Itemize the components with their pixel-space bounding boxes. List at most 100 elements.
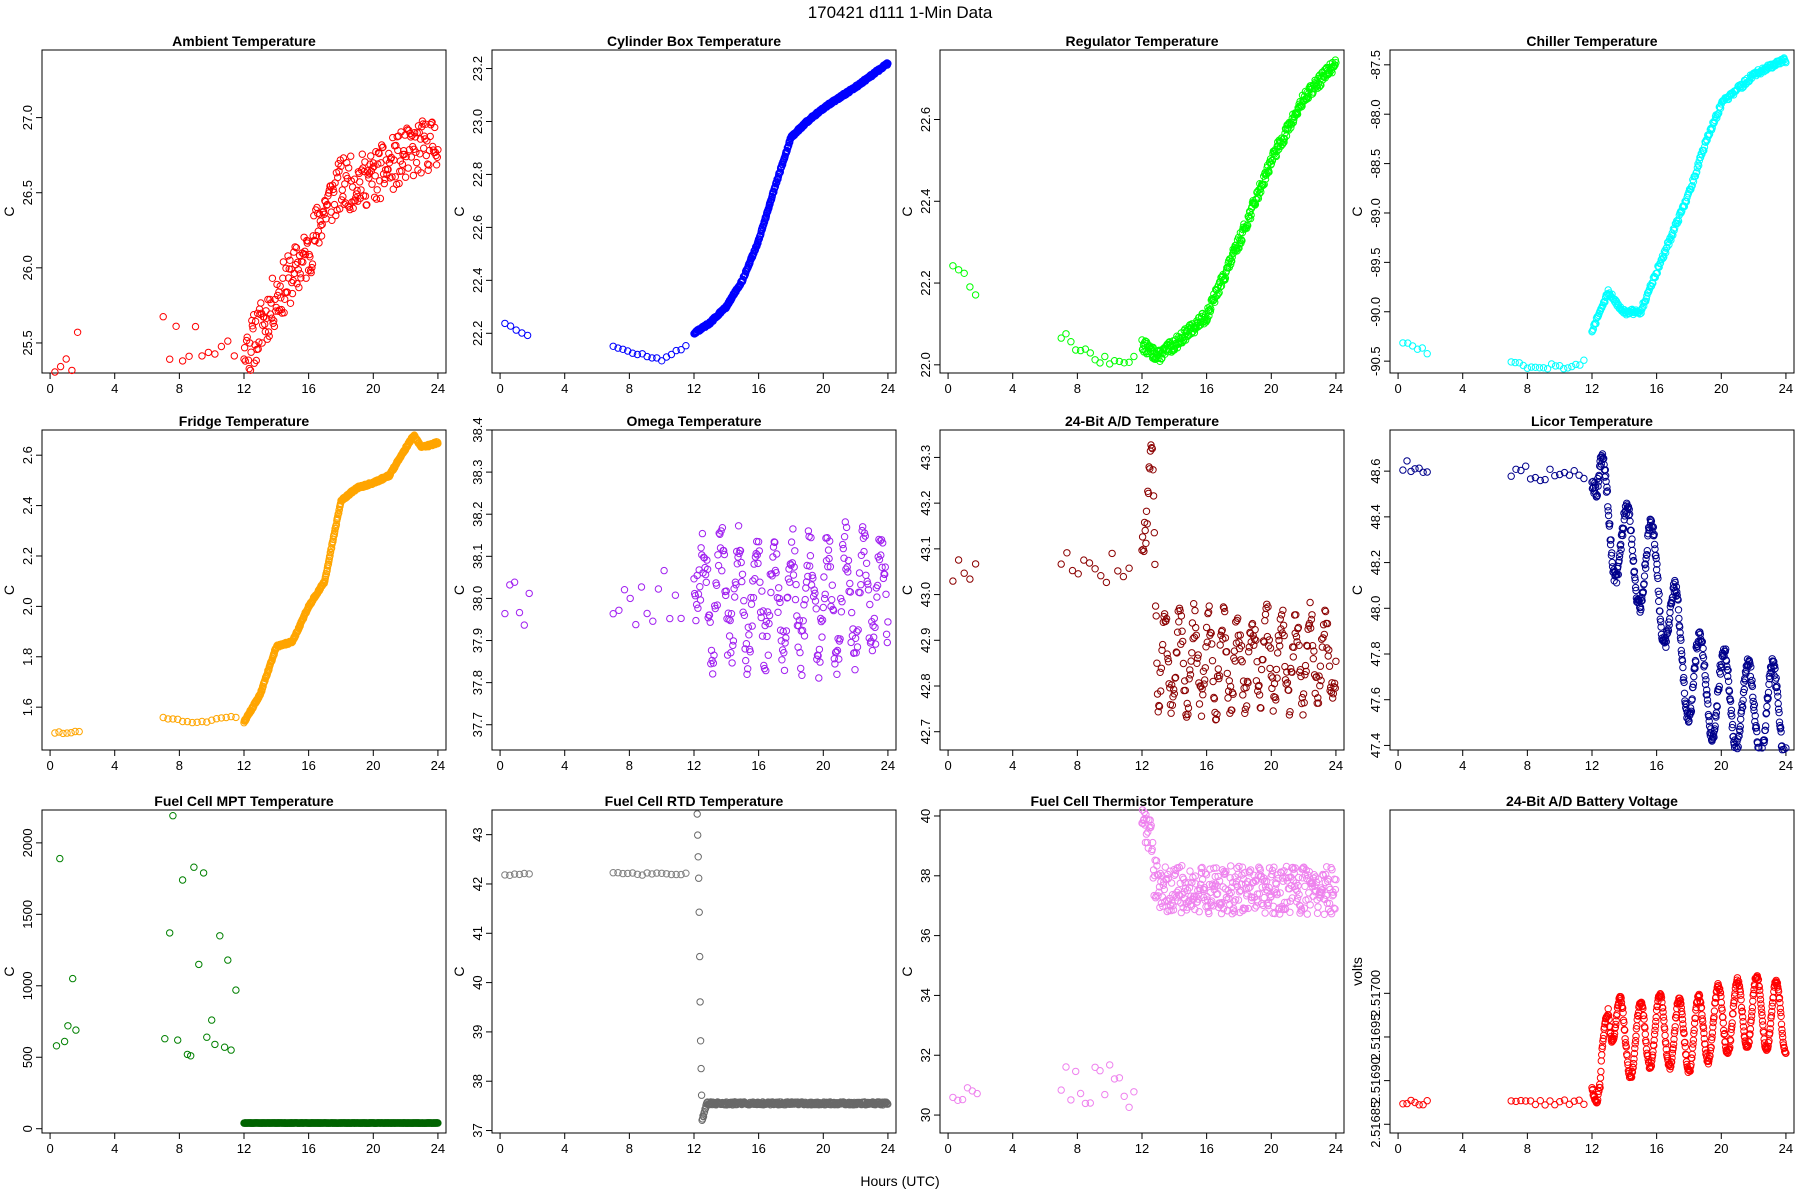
data-point xyxy=(790,563,798,571)
plot-frame xyxy=(939,809,1345,1134)
data-point xyxy=(323,201,331,209)
data-point xyxy=(307,268,315,277)
data-point xyxy=(800,632,809,640)
data-point xyxy=(284,252,292,260)
data-point xyxy=(839,540,847,549)
x-tick-label: 12 xyxy=(1135,758,1149,773)
data-point xyxy=(222,713,230,722)
data-point xyxy=(416,150,424,158)
data-point xyxy=(695,908,703,916)
data-point xyxy=(954,266,963,274)
data-point xyxy=(1062,330,1070,338)
data-point xyxy=(971,560,980,568)
data-point xyxy=(859,523,867,531)
data-point xyxy=(748,622,756,630)
x-tick-label: 20 xyxy=(366,381,380,396)
data-point xyxy=(1211,298,1219,306)
y-tick-label: 32 xyxy=(918,1048,933,1062)
data-point xyxy=(288,289,297,298)
x-tick-label: 8 xyxy=(1074,1141,1081,1156)
x-tick-label: 20 xyxy=(1264,381,1278,396)
data-point xyxy=(609,342,617,350)
data-point xyxy=(862,571,870,579)
data-point xyxy=(204,348,213,357)
data-point xyxy=(702,578,710,586)
data-point xyxy=(1085,559,1094,567)
data-point xyxy=(784,593,792,601)
data-point xyxy=(293,280,301,288)
x-tick-label: 24 xyxy=(881,381,895,396)
data-point xyxy=(1097,572,1105,580)
data-point xyxy=(335,167,343,175)
data-point xyxy=(738,577,746,586)
data-point xyxy=(288,278,296,287)
data-point xyxy=(1239,691,1247,699)
data-point xyxy=(848,608,856,617)
data-point xyxy=(419,120,427,128)
data-point xyxy=(387,153,396,162)
data-point xyxy=(426,132,434,141)
y-tick-label: 25.5 xyxy=(20,330,35,355)
x-tick-label: 20 xyxy=(1714,381,1728,396)
data-point xyxy=(846,579,854,588)
data-point xyxy=(1091,565,1099,573)
data-point xyxy=(710,651,718,659)
x-tick-label: 20 xyxy=(816,381,830,396)
data-point xyxy=(1418,344,1427,352)
x-tick-label: 0 xyxy=(496,758,503,773)
data-point xyxy=(973,1089,981,1098)
y-tick-label: 22.8 xyxy=(470,162,485,187)
x-tick-label: 4 xyxy=(111,381,118,396)
data-point xyxy=(1592,320,1600,328)
data-point xyxy=(749,594,758,602)
x-tick-label: 0 xyxy=(46,758,53,773)
data-point xyxy=(873,581,882,590)
data-point xyxy=(224,956,232,964)
data-point xyxy=(286,299,295,307)
x-tick-label: 12 xyxy=(237,1141,251,1156)
data-point xyxy=(789,525,797,533)
data-point xyxy=(324,560,333,568)
data-point xyxy=(292,244,301,252)
y-tick-label: 26.5 xyxy=(20,180,35,205)
data-point xyxy=(1072,1067,1080,1076)
data-point xyxy=(824,563,832,571)
data-point xyxy=(1214,290,1222,298)
data-point xyxy=(1679,663,1687,672)
data-point xyxy=(188,718,197,727)
y-tick-label: -88.0 xyxy=(1368,99,1383,129)
data-point xyxy=(1223,669,1232,678)
y-tick-label: 41 xyxy=(470,926,485,940)
y-tick-label: 2.2 xyxy=(20,547,35,565)
data-point xyxy=(365,174,373,182)
y-tick-label: 48.2 xyxy=(1368,550,1383,575)
data-point xyxy=(166,929,174,937)
data-point xyxy=(282,264,290,272)
data-point xyxy=(784,575,793,583)
x-tick-label: 0 xyxy=(496,1141,503,1156)
data-point xyxy=(1257,665,1266,674)
data-point xyxy=(1273,674,1281,682)
data-point xyxy=(1316,662,1325,670)
data-point xyxy=(1691,172,1700,180)
data-point xyxy=(1564,364,1572,372)
x-tick-label: 8 xyxy=(1074,758,1081,773)
data-point xyxy=(825,554,833,563)
data-point xyxy=(1695,157,1704,165)
x-tick-label: 0 xyxy=(46,381,53,396)
data-point xyxy=(696,583,704,591)
data-point xyxy=(648,354,656,362)
x-tick-label: 4 xyxy=(1009,758,1016,773)
data-point xyxy=(1149,492,1158,500)
data-point xyxy=(1272,152,1281,161)
data-point xyxy=(374,160,382,168)
data-point xyxy=(730,585,738,593)
y-tick-label: 47.4 xyxy=(1368,733,1383,758)
y-tick-label: -88.5 xyxy=(1368,149,1383,179)
data-point xyxy=(1178,627,1186,635)
x-tick-label: 8 xyxy=(1524,381,1531,396)
data-point xyxy=(1680,689,1689,697)
data-point xyxy=(742,656,750,665)
